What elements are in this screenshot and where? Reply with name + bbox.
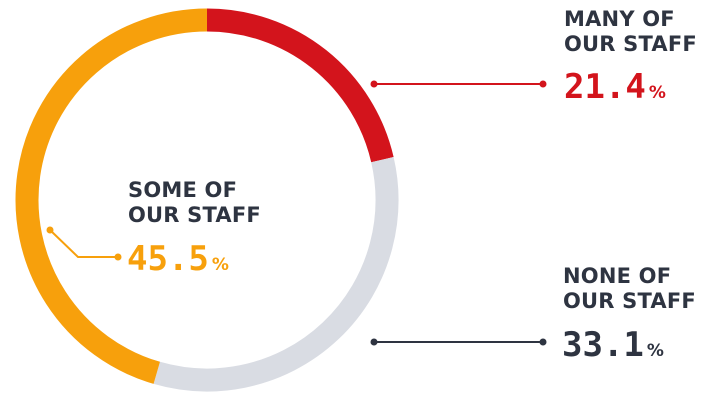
none-value-number: 33.1 <box>562 325 644 365</box>
none-value: 33.1% <box>562 325 664 365</box>
leader-line-many <box>370 80 547 88</box>
many-value: 21.4% <box>564 67 666 107</box>
donut-slice-many <box>206 8 394 163</box>
none-label-line-1: NONE OF <box>563 264 671 288</box>
many-label-line-2: OUR STAFF <box>564 32 697 56</box>
leader-line-none <box>370 338 547 346</box>
many-value-number: 21.4 <box>564 67 646 107</box>
some-value-unit: % <box>212 255 229 275</box>
many-label-line-1: MANY OF <box>564 7 675 31</box>
none-value-unit: % <box>647 341 664 361</box>
leader-line-some <box>46 226 122 261</box>
donut-slice-some <box>15 8 208 384</box>
some-value-number: 45.5 <box>127 239 209 279</box>
many-value-unit: % <box>649 83 666 103</box>
donut-slice-none <box>153 157 399 392</box>
none-label-line-2: OUR STAFF <box>563 289 696 313</box>
some-label-line-1: SOME OF <box>128 178 237 202</box>
some-label-line-2: OUR STAFF <box>128 203 261 227</box>
some-value: 45.5% <box>127 239 229 279</box>
donut-ring <box>15 8 399 392</box>
